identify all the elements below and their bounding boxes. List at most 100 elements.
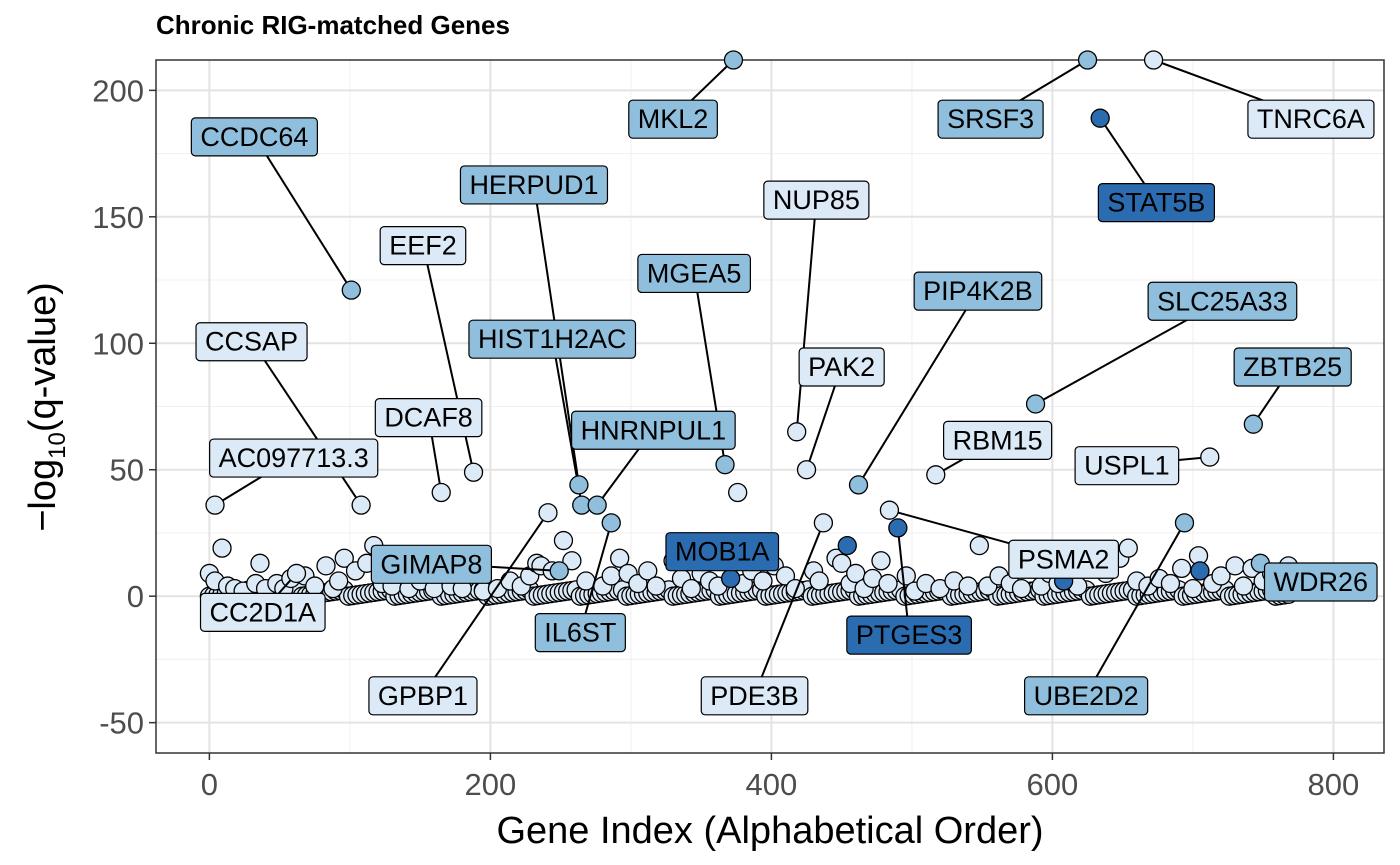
gene-label: GPBP1 [368, 676, 478, 716]
gene-label-text: MGEA5 [647, 258, 742, 288]
labeled-point [538, 503, 558, 523]
gene-label-text: HERPUD1 [469, 170, 598, 200]
gene-label-text: MOB1A [675, 537, 770, 567]
labeled-point [1090, 108, 1110, 128]
gene-label-text: PDE3B [710, 681, 799, 711]
gene-label: DCAF8 [374, 398, 483, 438]
gene-label: UBE2D2 [1024, 676, 1149, 716]
labeled-point [205, 495, 225, 515]
gene-label: CCSAP [195, 322, 308, 362]
gene-label-box [665, 532, 780, 572]
data-point [775, 566, 796, 586]
gene-label-box [368, 676, 478, 716]
labeled-point [351, 495, 371, 515]
axis-ticks: 0 200 400 600 800 -50 0 50 100 150 200 [92, 73, 1359, 802]
data-point [728, 482, 748, 503]
labeled-point [549, 561, 569, 581]
data-point [958, 576, 978, 596]
gene-label-text: HIST1H2AC [478, 324, 627, 354]
gene-label: HIST1H2AC [468, 319, 637, 359]
gene-label-box [628, 99, 718, 139]
gene-label-text: ZBTB25 [1243, 352, 1342, 382]
y-tick-label: 50 [110, 453, 144, 488]
gene-label-box [195, 322, 308, 362]
label-boxes: AC097713.3 CC2D1A CCDC64 CCSAP DCAF8 EEF2 GIMA… [190, 99, 1378, 716]
x-tick-label: 400 [746, 767, 798, 802]
gene-label: SLC25A33 [1147, 281, 1298, 321]
gene-label-text: AC097713.3 [219, 443, 369, 473]
gene-label: TNRC6A [1247, 99, 1375, 139]
gene-label-box [763, 180, 870, 220]
gene-label: MKL2 [628, 99, 718, 139]
connector-line [1085, 522, 1186, 696]
data-point [871, 551, 891, 571]
data-point [562, 551, 582, 571]
gene-label-text: CC2D1A [210, 597, 317, 627]
gene-label-text: GPBP1 [378, 681, 468, 711]
gene-label-box [846, 615, 972, 655]
gene-label: HERPUD1 [459, 165, 609, 205]
gene-label-text: RBM15 [953, 425, 1043, 455]
gene-label-text: HNRNPUL1 [581, 415, 727, 445]
gene-label-text: SRSF3 [947, 104, 1034, 134]
gene-label: NUP85 [763, 180, 870, 220]
data-point [334, 548, 354, 568]
gene-label-box [1074, 446, 1180, 486]
labeled-point [569, 475, 589, 495]
connector-line [795, 199, 818, 432]
data-point-highlight [1190, 561, 1210, 581]
gene-label-box [199, 592, 326, 632]
gene-label-box [459, 165, 609, 205]
grid-lines [156, 60, 1384, 753]
y-tick-label: 150 [92, 200, 144, 235]
labeled-point [723, 50, 744, 70]
data-point [329, 571, 349, 591]
gene-label-box [1147, 281, 1298, 321]
gene-label: PTGES3 [846, 615, 972, 655]
data-point [638, 561, 658, 581]
gene-label-box [1233, 347, 1352, 387]
gene-label-box [937, 99, 1044, 139]
gene-label-text: TNRC6A [1257, 104, 1365, 134]
panel-border [155, 59, 1385, 754]
y-tick-label: 0 [127, 579, 144, 614]
gene-label-box [637, 253, 751, 294]
gene-label-text: IL6ST [544, 618, 616, 648]
gene-label: USPL1 [1074, 446, 1180, 486]
gene-label: PIP4K2B [913, 271, 1043, 311]
y-axis-title-main: −log [22, 459, 64, 532]
gene-label: EEF2 [379, 226, 467, 266]
gene-label: WDR26 [1263, 562, 1378, 602]
y-axis-title-tail: (q-value) [22, 282, 64, 432]
gene-label-text: PSMA2 [1018, 544, 1110, 574]
gene-label-text: CCSAP [205, 327, 298, 357]
gene-label: GIMAP8 [370, 544, 493, 584]
labeled-point [1243, 414, 1263, 434]
gene-label: STAT5B [1097, 183, 1216, 223]
labeled-point [1025, 394, 1046, 414]
chart-title: Chronic RIG-matched Genes [156, 10, 510, 40]
labeled-point [587, 495, 607, 515]
gene-label-box [1247, 99, 1375, 139]
gene-label-text: EEF2 [389, 231, 457, 261]
data-point [601, 566, 621, 586]
gene-label-text: MKL2 [638, 104, 709, 134]
labeled-point [888, 518, 908, 538]
labeled-point [1077, 50, 1098, 70]
gene-label-box [190, 117, 318, 157]
gene-label-text: STAT5B [1107, 188, 1205, 218]
data-point [1011, 578, 1032, 599]
data-point [646, 576, 666, 596]
gene-label: AC097713.3 [209, 438, 379, 478]
gene-label-text: WDR26 [1274, 567, 1369, 597]
data-point [969, 535, 990, 556]
data-point [832, 553, 852, 573]
gene-label: PDE3B [700, 676, 809, 716]
gene-label-box [798, 347, 885, 387]
labeled-point [813, 513, 834, 533]
labeled-point [341, 280, 361, 300]
labeled-point [1143, 50, 1164, 70]
gene-label: MGEA5 [637, 253, 751, 294]
gene-label-box [468, 319, 637, 359]
